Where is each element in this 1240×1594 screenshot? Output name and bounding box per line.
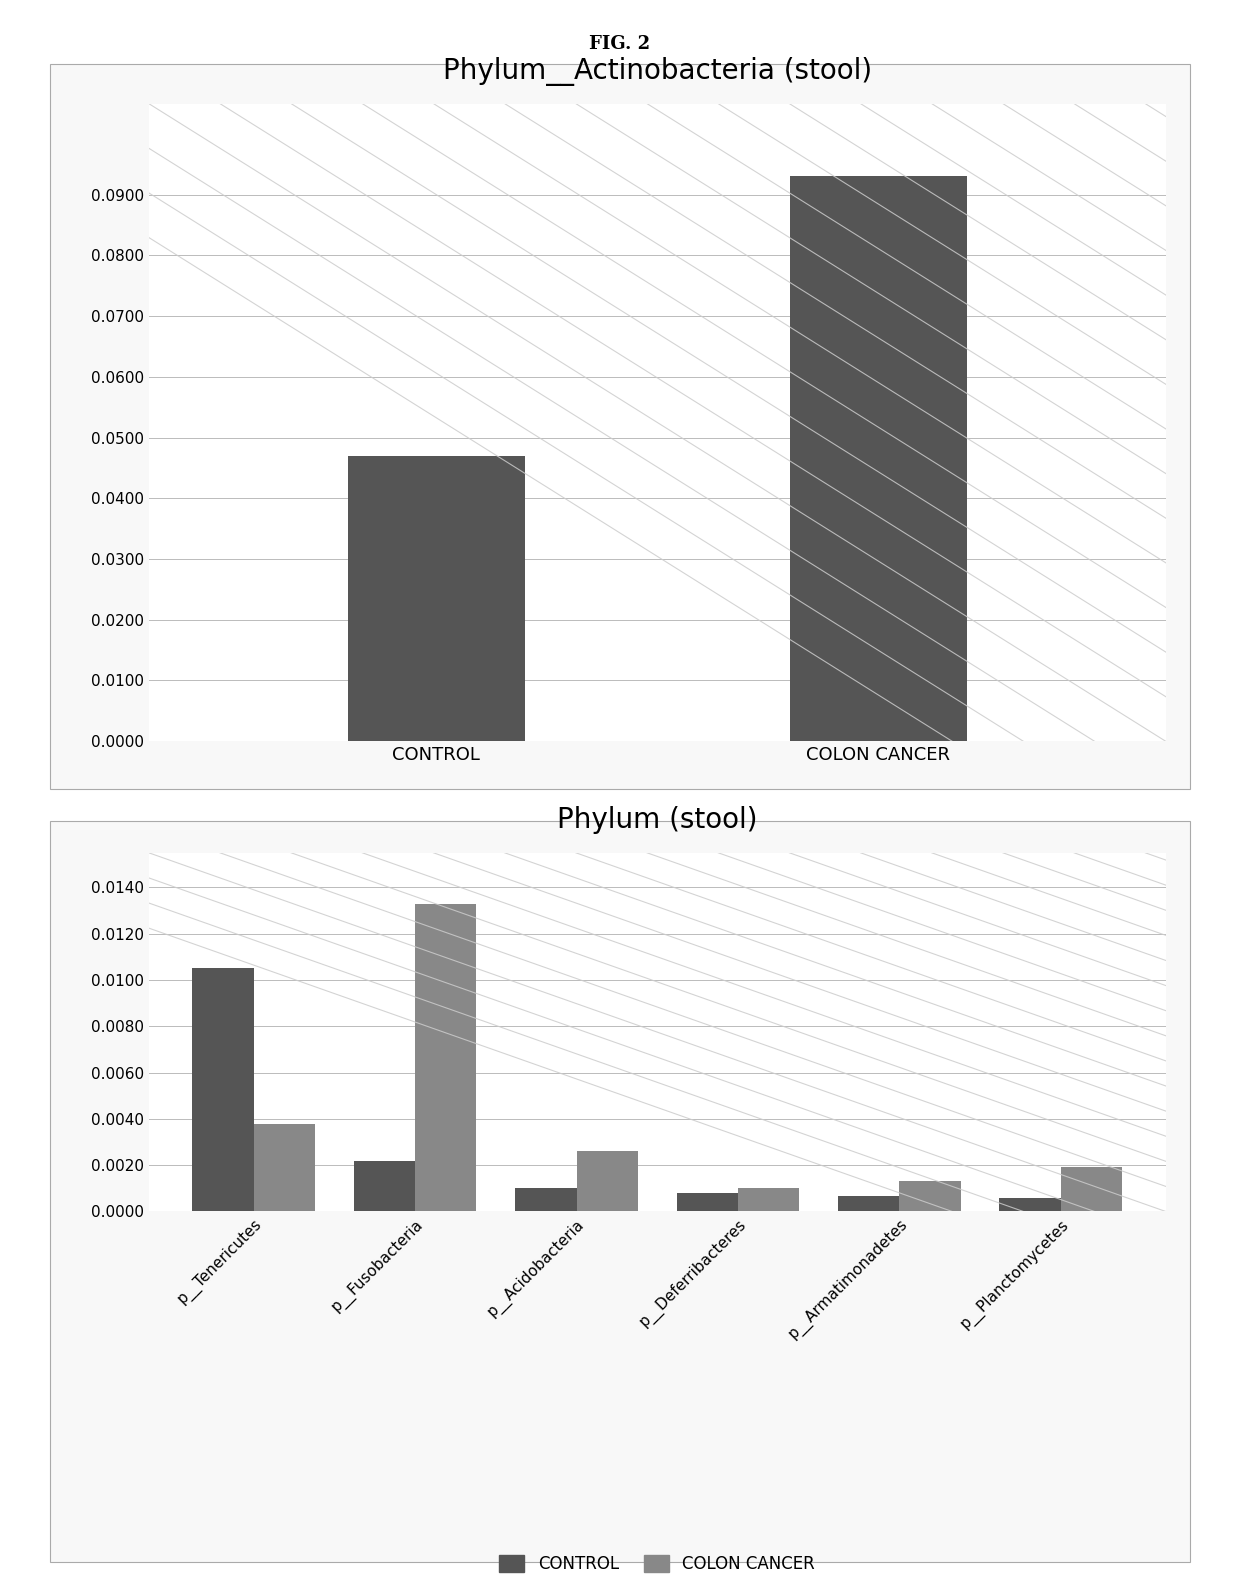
Bar [838,1197,899,1211]
Bar [415,904,476,1211]
Title: Phylum__Actinobacteria (stool): Phylum__Actinobacteria (stool) [443,57,872,86]
Legend: CONTROL, COLON CANCER: CONTROL, COLON CANCER [492,1548,822,1580]
Bar [353,1160,415,1211]
Bar [254,1124,315,1211]
Bar [347,456,525,741]
Text: FIG. 2: FIG. 2 [589,35,651,53]
Bar [577,1151,637,1211]
Bar [738,1188,800,1211]
Bar [1060,1167,1122,1211]
Bar [790,177,967,741]
Bar [515,1188,577,1211]
Bar [899,1181,961,1211]
Bar [677,1192,738,1211]
Title: Phylum (stool): Phylum (stool) [557,807,758,834]
Bar [999,1197,1060,1211]
Bar [192,969,254,1211]
